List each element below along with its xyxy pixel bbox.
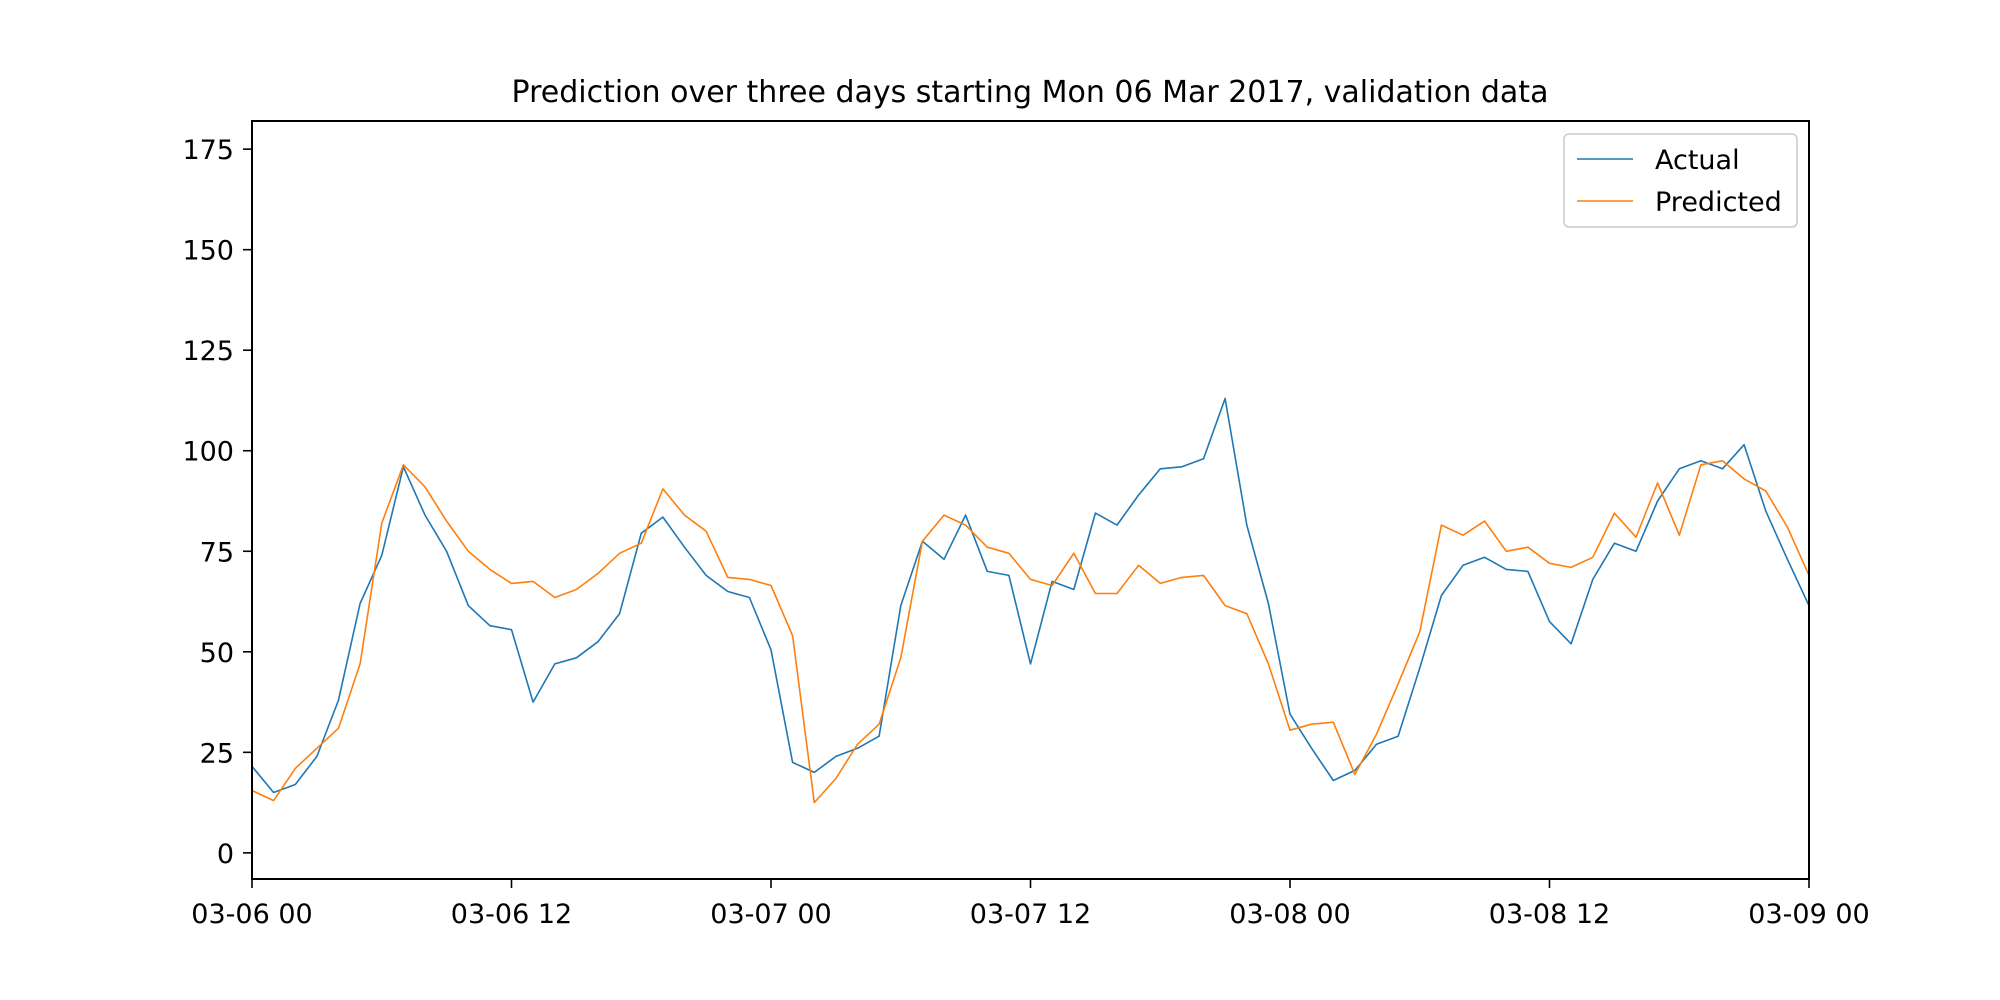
y-tick-label: 100 [182, 437, 234, 468]
y-tick-label: 25 [200, 738, 234, 769]
legend-box [1563, 133, 1798, 228]
y-axis: 0 25 50 75 100 125 150 175 [182, 135, 252, 870]
x-tick-label: 03-06 12 [451, 899, 572, 930]
x-tick-label: 03-07 00 [710, 899, 831, 930]
x-axis: 03-06 00 03-06 12 03-07 00 03-07 12 03-08 00… [191, 879, 1870, 930]
legend: Actual Predicted [1563, 133, 1798, 228]
plot-area [251, 397, 1810, 804]
x-tick-label: 03-08 12 [1489, 899, 1610, 930]
y-tick-label: 50 [200, 638, 234, 669]
series-line-predicted [251, 459, 1810, 804]
y-tick-label: 75 [200, 537, 234, 568]
x-tick-label: 03-09 00 [1748, 899, 1869, 930]
y-tick-label: 125 [182, 336, 234, 367]
x-tick-label: 03-07 12 [970, 899, 1091, 930]
series-line-actual [251, 397, 1810, 794]
y-tick-label: 0 [217, 839, 234, 870]
x-tick-label: 03-08 00 [1229, 899, 1350, 930]
legend-label-predicted: Predicted [1655, 187, 1782, 218]
x-tick-label: 03-06 00 [191, 899, 312, 930]
chart-title: Prediction over three days starting Mon … [512, 75, 1549, 110]
legend-label-actual: Actual [1655, 145, 1740, 176]
y-tick-label: 150 [182, 236, 234, 267]
y-tick-label: 175 [182, 135, 234, 166]
